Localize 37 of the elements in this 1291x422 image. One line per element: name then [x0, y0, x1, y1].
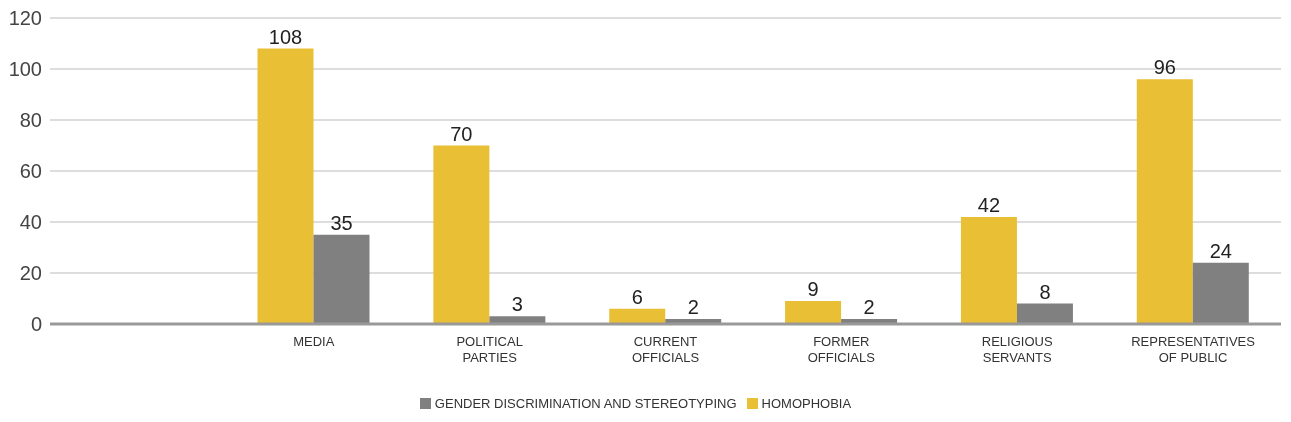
data-label: 108: [268, 25, 303, 48]
x-tick-label: REPRESENTATIVES OF PUBLIC: [1131, 334, 1256, 365]
bar: [1192, 262, 1249, 324]
y-tick-label: 100: [8, 58, 42, 81]
y-tick-label: 120: [8, 7, 42, 30]
y-tick-label: 20: [19, 262, 42, 285]
data-label: 42: [977, 193, 1001, 216]
legend-label: GENDER DISCRIMINATION AND STEREOTYPING: [434, 396, 737, 411]
data-label: 2: [687, 295, 699, 318]
y-tick-label: 0: [30, 313, 42, 336]
data-label: 35: [330, 211, 353, 234]
data-label: 2: [863, 295, 875, 318]
data-label: 96: [1153, 56, 1176, 79]
x-tick-label: RELIGIOUS SERVANTS: [981, 334, 1053, 365]
bar: [785, 301, 842, 324]
x-tick-label: POLITICAL PARTIES: [456, 334, 523, 365]
data-label: 9: [807, 278, 819, 301]
y-tick-label: 40: [19, 211, 42, 234]
data-label: 70: [450, 122, 473, 145]
y-tick-label: 80: [19, 109, 42, 132]
bar: [313, 234, 370, 324]
data-label: 24: [1209, 239, 1232, 262]
bar: [257, 48, 314, 324]
data-label: 3: [511, 293, 523, 316]
legend-label: HOMOPHOBIA: [761, 396, 852, 411]
x-tick-label: FORMER OFFICIALS: [807, 334, 876, 365]
bar: [1016, 303, 1073, 324]
y-tick-label: 60: [19, 160, 42, 183]
bar: [1136, 79, 1193, 324]
x-tick-label: CURRENT OFFICIALS: [631, 334, 700, 365]
x-tick-label: MEDIA: [293, 334, 335, 349]
data-label: 8: [1039, 280, 1051, 303]
bar: [489, 316, 546, 324]
bar: [960, 216, 1017, 324]
bar: [609, 308, 666, 324]
bar: [433, 145, 490, 324]
data-label: 6: [631, 285, 643, 308]
